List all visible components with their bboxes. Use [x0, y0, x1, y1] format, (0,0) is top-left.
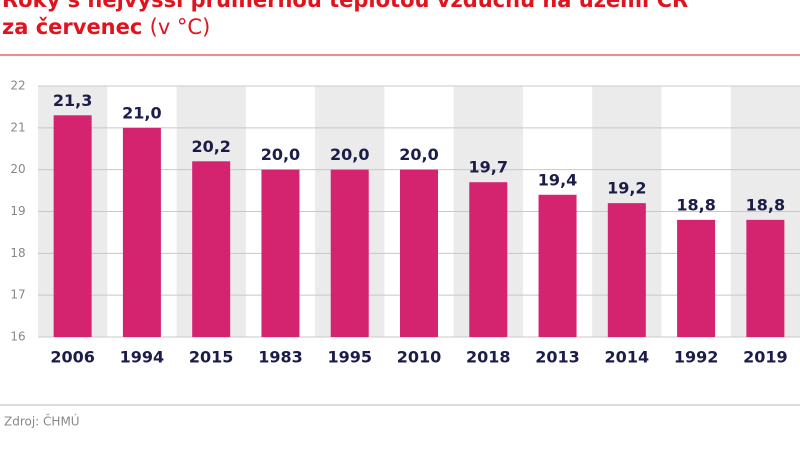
bar: [122, 127, 161, 337]
bar: [538, 194, 577, 337]
x-tick-label: 2006: [50, 348, 95, 367]
bar: [330, 169, 369, 337]
value-label: 20,0: [330, 145, 369, 164]
x-tick-label: 1983: [258, 348, 303, 367]
title-block: Roky s nejvyšší průměrnou teplotou vzduc…: [2, 0, 702, 41]
value-label: 18,8: [746, 195, 785, 214]
bar: [677, 219, 716, 337]
value-label: 21,0: [122, 103, 161, 122]
x-tick-label: 1992: [674, 348, 719, 367]
bar: [53, 115, 92, 338]
x-tick-label: 2015: [189, 348, 234, 367]
y-tick-label: 21: [10, 120, 25, 134]
value-label: 18,8: [676, 195, 715, 214]
y-tick-label: 18: [10, 246, 25, 260]
x-tick-label: 2018: [466, 348, 511, 367]
y-tick-label: 22: [10, 79, 25, 93]
bar: [400, 169, 438, 337]
plot: 16 17 18 19 20 21 22 21,3 2006 21,0 1994 20,2 2015 20…: [10, 79, 800, 367]
x-tick-label: 2013: [535, 348, 580, 367]
bar: [746, 219, 785, 337]
value-label: 20,2: [191, 137, 230, 156]
y-tick-label: 19: [10, 204, 25, 218]
value-label: 20,0: [399, 145, 438, 164]
x-tick-label: 1994: [120, 348, 165, 367]
bar: [192, 161, 231, 337]
chart-unit: (v °C): [149, 15, 211, 39]
value-label: 20,0: [261, 145, 300, 164]
source: Zdroj: ČHMÚ: [4, 414, 80, 429]
bar: [607, 203, 646, 337]
bar: [469, 182, 508, 337]
y-tick-label: 20: [10, 162, 25, 176]
x-tick-label: 2010: [397, 348, 442, 367]
y-tick-label: 17: [10, 288, 25, 302]
x-tick-label: 2014: [605, 348, 650, 367]
value-label: 19,4: [538, 170, 577, 189]
x-tick-label: 1995: [327, 348, 372, 367]
chart-title: Roky s nejvyšší průměrnou teplotou vzduc…: [2, 0, 689, 39]
value-label: 19,2: [607, 179, 646, 198]
x-tick-label: 2019: [743, 348, 788, 367]
bar: [261, 169, 300, 337]
y-tick-label: 16: [10, 330, 25, 344]
value-label: 21,3: [53, 91, 92, 110]
value-label: 19,7: [469, 158, 508, 177]
